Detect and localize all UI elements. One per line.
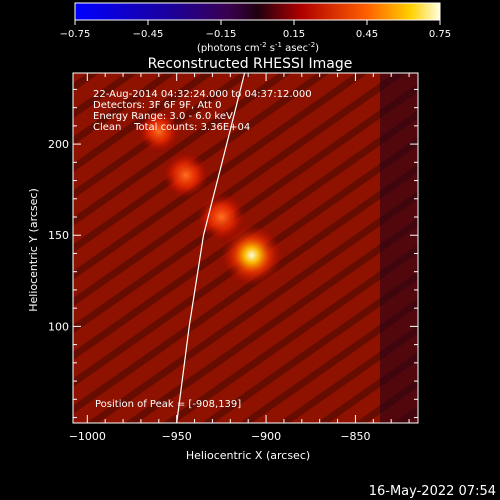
annotation-counts: Clean Total counts: 3.36E+04	[93, 122, 250, 133]
y-tick-label: 100	[48, 320, 69, 333]
source-blob	[197, 193, 246, 241]
colorbar-tick-label: 0.15	[283, 29, 305, 40]
x-tick-label: −950	[162, 430, 192, 443]
axis-ticks: −1000 −950 −900 −850 100 150 200	[48, 73, 418, 443]
solar-limb	[176, 73, 246, 423]
x-tick-label: −1000	[69, 430, 106, 443]
annotation-detectors: Detectors: 3F 6F 9F, Att 0	[93, 100, 221, 111]
sources-layer	[138, 110, 283, 286]
colorbar: −0.75 −0.45 −0.15 0.15 0.45 0.75 (photons cm-…	[60, 2, 451, 54]
colorbar-unit: (photons cm-2 s-1 asec-2)	[197, 41, 319, 54]
y-tick-label: 150	[48, 229, 69, 242]
x-tick-label: −900	[251, 430, 281, 443]
colorbar-tick-label: 0.45	[356, 29, 378, 40]
plot-frame	[72, 72, 419, 424]
footer-date: 16-May-2022 07:54	[369, 484, 496, 499]
colorbar-ticks: −0.75 −0.45 −0.15 0.15 0.45 0.75	[60, 20, 451, 40]
source-blob	[162, 152, 209, 198]
annotation-time: 22-Aug-2014 04:32:24.000 to 04:37:12.000	[93, 89, 312, 100]
colorbar-tick-label: −0.45	[133, 29, 164, 40]
annotation-peak: Position of Peak = [-908,139]	[95, 399, 241, 410]
image-dark-edge	[380, 73, 418, 423]
source-blob	[221, 224, 283, 286]
source-blob	[138, 110, 180, 152]
image-area	[73, 73, 418, 423]
x-tick-label: −850	[340, 430, 370, 443]
y-tick-label: 200	[48, 138, 69, 151]
annotation-energy: Energy Range: 3.0 - 6.0 keV	[93, 111, 233, 122]
x-axis-label: Heliocentric X (arcsec)	[186, 449, 310, 462]
colorbar-gradient	[74, 2, 441, 21]
colorbar-tick-label: −0.75	[60, 29, 91, 40]
chart-title: Reconstructed RHESSI Image	[148, 56, 353, 72]
colorbar-tick-label: −0.15	[206, 29, 237, 40]
colorbar-tick-label: 0.75	[429, 29, 451, 40]
y-axis-label: Heliocentric Y (arcsec)	[27, 188, 40, 312]
